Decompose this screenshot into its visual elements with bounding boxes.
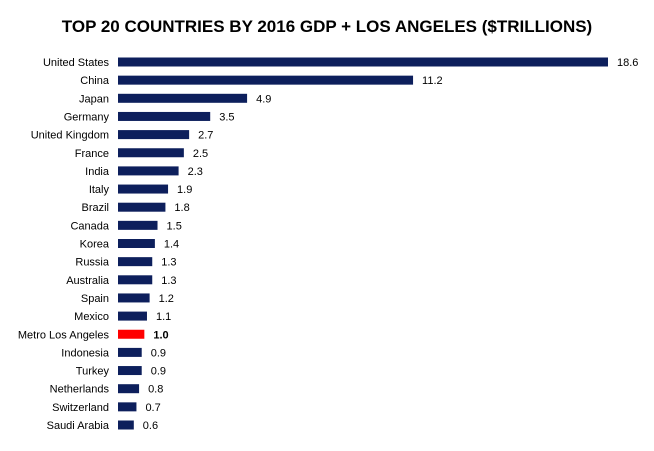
value-label-australia: 1.3 bbox=[161, 275, 176, 287]
category-label-japan: Japan bbox=[79, 93, 109, 105]
category-label-spain: Spain bbox=[81, 293, 109, 305]
category-label-italy: Italy bbox=[89, 184, 110, 196]
category-label-saudi-arabia: Saudi Arabia bbox=[47, 420, 110, 432]
bar-saudi-arabia bbox=[118, 420, 134, 430]
bar-korea bbox=[118, 239, 155, 248]
bar-indonesia bbox=[118, 347, 142, 357]
bar-france bbox=[118, 148, 184, 158]
value-label-mexico: 1.1 bbox=[156, 311, 171, 323]
category-label-turkey: Turkey bbox=[76, 366, 110, 378]
value-label-united-kingdom: 2.7 bbox=[198, 130, 213, 142]
bar-canada bbox=[118, 220, 158, 230]
category-label-united-states: United States bbox=[43, 57, 110, 69]
value-label-italy: 1.9 bbox=[177, 184, 192, 196]
value-label-brazil: 1.8 bbox=[174, 202, 189, 214]
value-label-switzerland: 0.7 bbox=[145, 402, 160, 414]
bar-italy bbox=[118, 184, 169, 194]
bar-russia bbox=[118, 257, 153, 267]
bar-turkey bbox=[118, 366, 142, 376]
category-label-netherlands: Netherlands bbox=[50, 384, 110, 396]
chart-title: TOP 20 COUNTRIES BY 2016 GDP + LOS ANGEL… bbox=[61, 17, 593, 36]
category-label-germany: Germany bbox=[64, 111, 110, 123]
value-label-korea: 1.4 bbox=[164, 239, 179, 251]
category-label-indonesia: Indonesia bbox=[61, 347, 110, 359]
category-label-india: India bbox=[85, 166, 110, 178]
value-label-china: 11.2 bbox=[422, 75, 443, 87]
bar-japan bbox=[118, 93, 248, 103]
category-label-france: France bbox=[75, 148, 109, 160]
value-label-canada: 1.5 bbox=[167, 220, 182, 232]
value-label-russia: 1.3 bbox=[161, 257, 176, 269]
bar-switzerland bbox=[118, 402, 137, 412]
value-label-germany: 3.5 bbox=[219, 111, 234, 123]
bars bbox=[118, 57, 608, 430]
value-label-saudi-arabia: 0.6 bbox=[143, 420, 158, 432]
category-label-metro-los-angeles: Metro Los Angeles bbox=[18, 329, 110, 341]
bar-brazil bbox=[118, 202, 166, 212]
category-labels: United States China Japan Germany United Kin… bbox=[18, 57, 110, 432]
bar-australia bbox=[118, 275, 153, 285]
value-label-japan: 4.9 bbox=[256, 93, 271, 105]
bar-metro-los-angeles bbox=[118, 329, 145, 339]
bar-india bbox=[118, 166, 179, 176]
category-label-switzerland: Switzerland bbox=[52, 402, 109, 414]
category-label-canada: Canada bbox=[70, 220, 109, 232]
value-label-turkey: 0.9 bbox=[151, 366, 166, 378]
category-label-brazil: Brazil bbox=[81, 202, 109, 214]
bar-netherlands bbox=[118, 384, 140, 394]
category-label-australia: Australia bbox=[66, 275, 110, 287]
category-label-united-kingdom: United Kingdom bbox=[31, 130, 109, 142]
value-labels: 18.6 11.2 4.9 3.5 2.7 2.5 2.3 1.9 1.8 1.5 1.4 1.3 1.… bbox=[143, 57, 639, 432]
bar-germany bbox=[118, 111, 211, 121]
value-label-india: 2.3 bbox=[188, 166, 203, 178]
bar-united-states bbox=[118, 57, 608, 67]
bar-china bbox=[118, 75, 414, 85]
value-label-spain: 1.2 bbox=[159, 293, 174, 305]
bar-mexico bbox=[118, 311, 147, 321]
category-label-mexico: Mexico bbox=[74, 311, 109, 323]
value-label-indonesia: 0.9 bbox=[151, 347, 166, 359]
value-label-netherlands: 0.8 bbox=[148, 384, 163, 396]
value-label-united-states: 18.6 bbox=[617, 57, 638, 69]
bar-united-kingdom bbox=[118, 130, 190, 140]
category-label-russia: Russia bbox=[75, 257, 110, 269]
value-label-metro-los-angeles: 1.0 bbox=[153, 329, 168, 341]
value-label-france: 2.5 bbox=[193, 148, 208, 160]
category-label-korea: Korea bbox=[80, 239, 110, 251]
bar-spain bbox=[118, 293, 150, 303]
category-label-china: China bbox=[80, 75, 110, 87]
